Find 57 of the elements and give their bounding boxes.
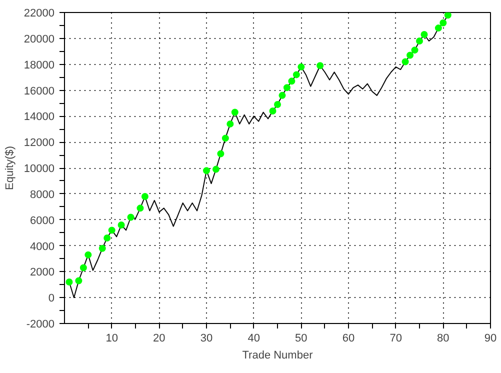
point <box>98 244 106 252</box>
point <box>316 62 324 70</box>
point <box>104 234 111 242</box>
point <box>406 52 414 59</box>
point <box>274 101 281 108</box>
y-tick-label: 12000 <box>24 137 55 150</box>
x-tick-label: 40 <box>248 332 260 344</box>
y-tick-label: 16000 <box>24 85 55 98</box>
point <box>212 166 220 173</box>
y-tick-label: 14000 <box>24 111 55 124</box>
x-axis-title: Trade Number <box>242 350 314 362</box>
x-tick-label: 80 <box>437 332 450 344</box>
point <box>222 134 229 142</box>
point <box>118 222 125 229</box>
point <box>292 71 300 78</box>
point <box>136 204 144 212</box>
x-tick-label: 70 <box>390 332 402 344</box>
x-tick-label: 50 <box>295 332 308 344</box>
point <box>420 31 428 38</box>
point <box>80 264 87 272</box>
x-tick-label: 60 <box>342 332 355 344</box>
y-tick-label: 10000 <box>24 163 55 175</box>
point <box>283 84 290 92</box>
point <box>84 251 92 258</box>
point <box>217 150 224 158</box>
point <box>298 63 305 70</box>
y-tick-label: 6000 <box>30 214 55 227</box>
y-tick-label: 18000 <box>24 59 55 72</box>
point <box>269 107 276 114</box>
point <box>402 58 409 66</box>
point <box>231 108 238 116</box>
y-axis-title: Equity($) <box>4 146 16 190</box>
y-tick-label: 0 <box>48 292 55 305</box>
x-tick-label: 10 <box>106 332 118 344</box>
point <box>440 19 447 26</box>
point <box>127 214 134 221</box>
x-tick-label: 20 <box>153 332 166 344</box>
point <box>444 12 452 19</box>
y-tick-label: 8000 <box>30 188 55 201</box>
point <box>66 278 73 286</box>
x-tick-label: 30 <box>200 332 213 344</box>
y-tick-label: 22000 <box>24 8 55 20</box>
point <box>434 24 442 32</box>
point <box>108 226 116 234</box>
point <box>203 167 210 174</box>
y-tick-label: -2000 <box>26 318 55 330</box>
y-tick-label: 2000 <box>30 266 55 279</box>
point <box>411 46 418 54</box>
point <box>75 277 82 284</box>
point <box>416 38 423 44</box>
point <box>278 92 286 99</box>
x-tick-label: 90 <box>484 332 497 344</box>
y-tick-label: 4000 <box>30 240 55 253</box>
point <box>141 193 148 200</box>
y-tick-label: 20000 <box>24 33 55 46</box>
point <box>288 78 296 85</box>
point <box>226 120 234 128</box>
